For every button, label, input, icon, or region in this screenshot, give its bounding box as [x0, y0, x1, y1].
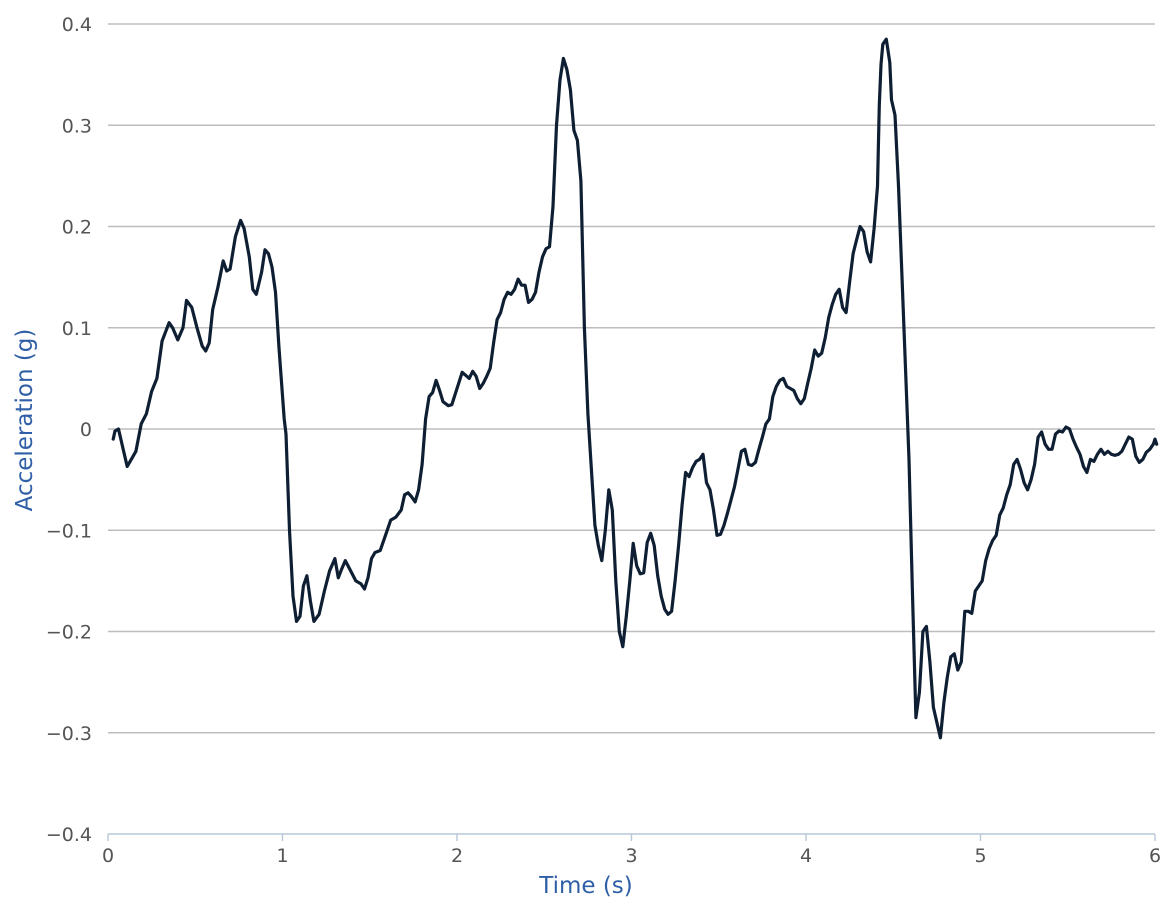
x-axis-title: Time (s)	[538, 873, 633, 899]
y-tick-label: −0.4	[46, 824, 92, 846]
x-axis	[107, 833, 1156, 841]
y-tick-label: 0.3	[62, 115, 92, 137]
x-tick-label: 2	[451, 845, 463, 867]
x-tick-label: 0	[102, 845, 114, 867]
grid-lines	[108, 23, 1155, 734]
y-tick-label: 0.2	[62, 217, 92, 239]
x-tick-labels: 0 1 2 3 4 5 6	[102, 845, 1161, 867]
y-tick-label: −0.2	[46, 622, 92, 644]
y-tick-labels: 0.4 0.3 0.2 0.1 0 −0.1 −0.2 −0.3 −0.4	[46, 14, 92, 846]
y-tick-label: 0.4	[62, 14, 92, 36]
x-tick-label: 5	[974, 845, 986, 867]
x-tick-label: 4	[800, 845, 812, 867]
y-tick-label: 0	[80, 419, 92, 441]
y-tick-label: −0.3	[46, 723, 92, 745]
x-tick-label: 3	[625, 845, 637, 867]
x-tick-label: 1	[276, 845, 288, 867]
x-tick-label: 6	[1149, 845, 1161, 867]
acceleration-series-line	[111, 37, 1159, 740]
y-tick-label: 0.1	[62, 318, 92, 340]
y-axis-title: Acceleration (g)	[12, 329, 38, 512]
y-tick-label: −0.1	[46, 520, 92, 542]
